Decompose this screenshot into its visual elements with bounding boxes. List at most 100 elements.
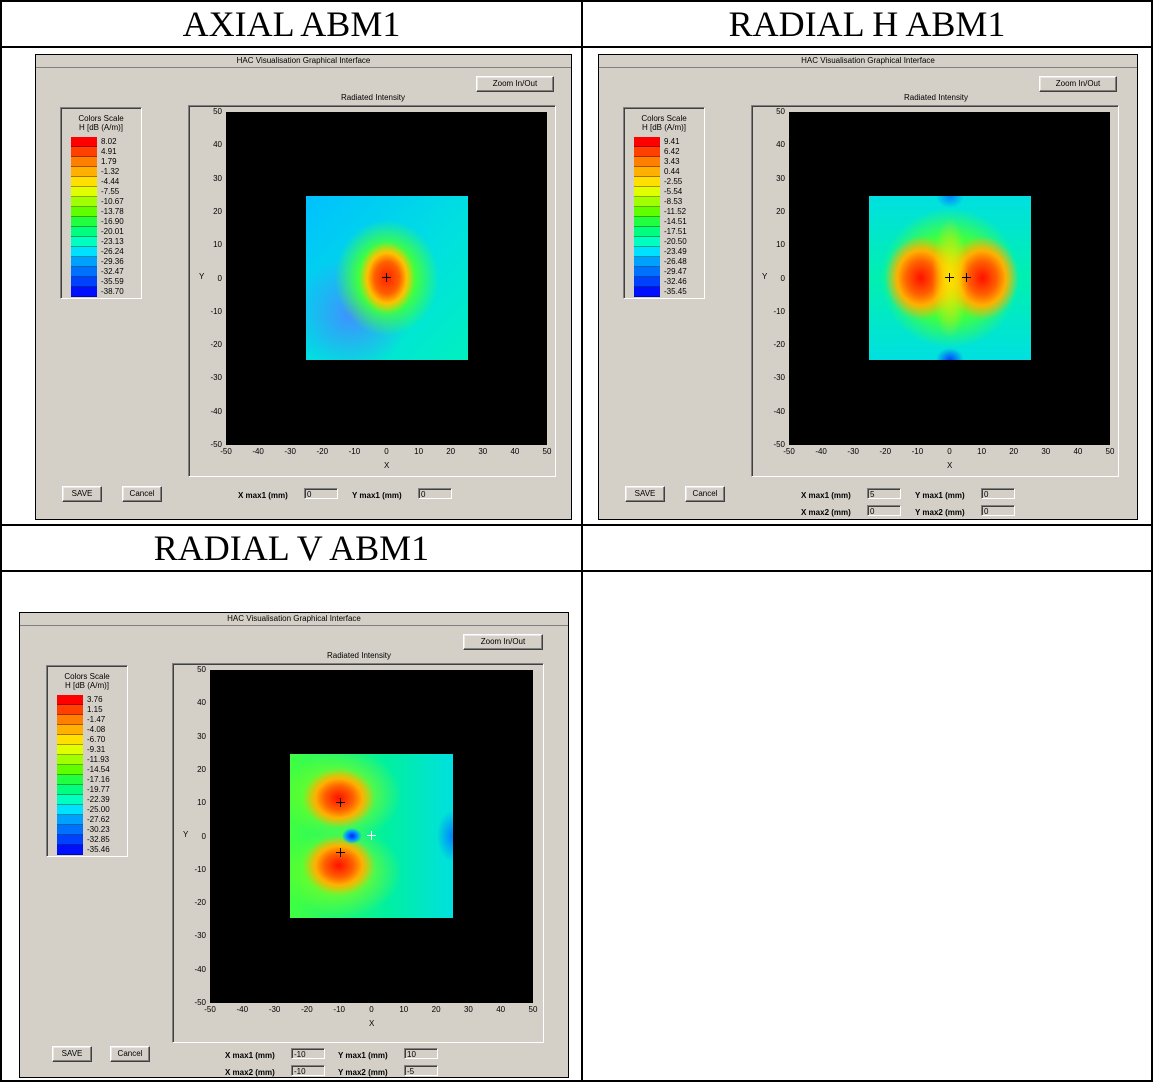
max1-marker [336,798,345,807]
scale-value: -27.62 [87,815,110,824]
color-swatch [57,795,83,805]
scale-value: -38.70 [101,287,124,296]
scale-value: -23.13 [101,237,124,246]
x-max1-field[interactable]: 5 [867,488,901,499]
scale-value: 1.79 [101,157,117,166]
max1-marker [382,273,391,282]
save-button[interactable]: SAVE [52,1046,92,1062]
x-tick-label: 10 [977,447,987,456]
cancel-button[interactable]: Cancel [122,486,162,502]
y-tick-label: 20 [197,764,206,774]
color-swatch [71,187,97,197]
scale-value: -1.32 [101,167,120,176]
color-swatch [634,187,660,197]
x-tick-label: -20 [879,447,892,456]
scale-value: -4.44 [101,177,120,186]
scale-value: -35.46 [87,845,110,854]
color-swatch [634,277,660,287]
x-max2-label: X max2 (mm) [801,508,851,517]
app-window-radial-v: HAC Visualisation Graphical Interface Zo… [19,612,569,1078]
scale-value: -29.47 [664,267,687,276]
scale-value: -23.49 [664,247,687,256]
color-swatch [634,247,660,257]
color-swatch [57,725,83,735]
y-max2-field[interactable]: -5 [404,1065,438,1076]
scale-value: -14.51 [664,217,687,226]
color-swatch [57,715,83,725]
scale-value: -17.51 [664,227,687,236]
plot-caption: Radiated Intensity [326,651,392,660]
x-max2-field[interactable]: 0 [867,505,901,516]
y-tick-label: 30 [776,173,785,183]
color-swatch [71,197,97,207]
zoom-button[interactable]: Zoom In/Out [463,634,543,650]
scale-value: -8.53 [664,197,683,206]
color-swatch [71,137,97,147]
x-max1-field[interactable]: -10 [291,1048,325,1059]
x-max1-field[interactable]: 0 [304,488,338,499]
color-swatch [57,745,83,755]
y-max1-field[interactable]: 0 [981,488,1015,499]
color-swatch [71,227,97,237]
scale-value: -10.67 [101,197,124,206]
scale-value: -22.39 [87,795,110,804]
scale-value: -2.55 [664,177,683,186]
color-swatch [71,167,97,177]
plot-area [789,112,1110,445]
scale-title: Colors Scale [641,114,687,123]
y-tick-label: -20 [194,898,206,908]
x-tick-label: 20 [1009,447,1019,456]
x-tick-label: 40 [1073,447,1083,456]
color-swatch [71,157,97,167]
save-button[interactable]: SAVE [625,486,665,502]
y-tick-label: 0 [780,273,785,283]
x-axis-label: X [369,1019,375,1028]
scale-unit: H [dB (A/m)] [64,681,109,690]
y-tick-label: 10 [776,240,785,250]
x-tick-label: 30 [1041,447,1051,456]
scale-value: -25.00 [87,805,110,814]
color-swatch [57,755,83,765]
app-window-axial: HAC Visualisation Graphical Interface Zo… [35,54,572,520]
y-tick-label: 0 [201,831,206,841]
max1-marker [962,273,971,282]
y-max1-label: Y max1 (mm) [352,491,402,500]
color-swatch [634,287,660,297]
scale-value: 3.76 [87,695,103,704]
color-swatch [71,287,97,297]
center-marker [367,831,376,840]
y-tick-label: -20 [210,340,222,350]
color-swatch [57,765,83,775]
x-tick-label: 20 [431,1005,441,1014]
color-swatch [634,217,660,227]
x-tick-label: 0 [369,1005,374,1014]
window-titlebar: HAC Visualisation Graphical Interface [599,55,1137,68]
y-max2-field[interactable]: 0 [981,505,1015,516]
x-tick-label: -10 [348,447,361,456]
x-max2-field[interactable]: -10 [291,1065,325,1076]
scale-value: -26.24 [101,247,124,256]
color-swatch [71,207,97,217]
cancel-button[interactable]: Cancel [685,486,725,502]
scale-values: 9.41 6.42 3.43 0.44 -2.55 -5.54 -8.53 -11.52 -14… [664,137,687,297]
plot-panel: Radiated Intensity 50 40 30 20 10 0 -10 -20 -30 -… [751,93,1119,477]
zoom-button[interactable]: Zoom In/Out [476,76,554,92]
zoom-button[interactable]: Zoom In/Out [1039,76,1117,92]
x-tick-label: -50 [204,1005,216,1014]
scale-unit: H [dB (A/m)] [78,123,123,132]
save-button[interactable]: SAVE [62,486,102,502]
cancel-button[interactable]: Cancel [110,1046,150,1062]
scale-value: -1.47 [87,715,106,724]
scale-value: -30.23 [87,825,110,834]
y-tick-label: -50 [210,440,222,449]
x-tick-label: -40 [815,447,827,456]
y-max1-field[interactable]: 10 [404,1048,438,1059]
x-tick-label: -20 [301,1005,313,1014]
y-max1-field[interactable]: 0 [418,488,452,499]
color-scale-panel: Colors Scale H [dB (A/m)] 3.76 1.15 -1.47-… [46,665,128,857]
window-titlebar: HAC Visualisation Graphical Interface [20,613,568,626]
color-swatch [57,785,83,795]
color-swatch [57,825,83,835]
color-swatch [71,177,97,187]
x-tick-label: 0 [947,447,952,456]
